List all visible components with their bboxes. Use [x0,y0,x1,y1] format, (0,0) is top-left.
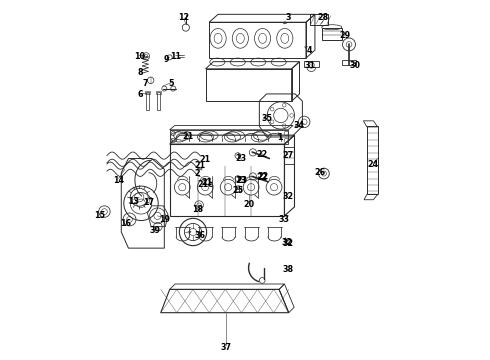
Bar [284,147,294,164]
Bar [146,92,149,110]
Text: 29: 29 [339,31,350,40]
Text: 5: 5 [169,80,174,89]
Text: 12: 12 [178,13,190,22]
Text: 39: 39 [149,226,160,235]
Text: 27: 27 [282,151,294,160]
Text: 28: 28 [318,13,329,22]
Text: 2: 2 [195,169,200,178]
Text: 13: 13 [128,197,139,206]
Text: 36: 36 [195,231,206,240]
Text: 35: 35 [261,114,272,123]
Bar [322,28,342,40]
Text: 16: 16 [121,219,131,228]
Text: 21: 21 [202,178,213,187]
Text: 22: 22 [257,172,268,181]
Text: 18: 18 [192,205,203,214]
Text: 15: 15 [94,211,105,220]
Text: 22: 22 [257,150,268,159]
Text: 10: 10 [134,53,145,62]
Text: 11: 11 [171,53,181,62]
Text: 1: 1 [277,133,283,142]
Text: 3: 3 [285,13,291,22]
Text: 37: 37 [221,343,232,352]
Text: 17: 17 [144,198,154,207]
Text: 21: 21 [199,156,210,165]
Text: 19: 19 [159,215,170,224]
Text: 9: 9 [164,55,170,64]
Text: 21c: 21c [197,180,214,189]
Text: 30: 30 [350,61,361,70]
Text: 33: 33 [279,215,290,224]
Bar [156,91,161,94]
Text: 8: 8 [138,68,143,77]
Text: 38: 38 [282,265,294,274]
Text: 23: 23 [236,176,247,185]
Text: 24: 24 [368,161,379,170]
Text: 26: 26 [315,168,326,177]
Bar [304,60,319,67]
Text: 32: 32 [282,238,293,247]
Text: 23: 23 [236,176,247,185]
Text: 23: 23 [236,154,247,163]
Text: 31: 31 [305,62,316,71]
Text: 32: 32 [282,192,294,201]
Text: 21: 21 [195,161,206,170]
Bar [310,14,328,25]
Text: 14: 14 [113,176,124,185]
Text: 7: 7 [143,79,148,88]
Bar [157,92,160,110]
Text: 25: 25 [232,185,244,194]
Bar [145,91,150,94]
Text: 21: 21 [182,132,193,141]
Text: 20: 20 [243,200,254,209]
Text: 4: 4 [307,46,312,55]
Bar [342,60,356,65]
Text: 22: 22 [257,173,268,182]
Text: 32: 32 [282,239,294,248]
Text: 34: 34 [294,121,304,130]
Text: 6: 6 [138,90,143,99]
